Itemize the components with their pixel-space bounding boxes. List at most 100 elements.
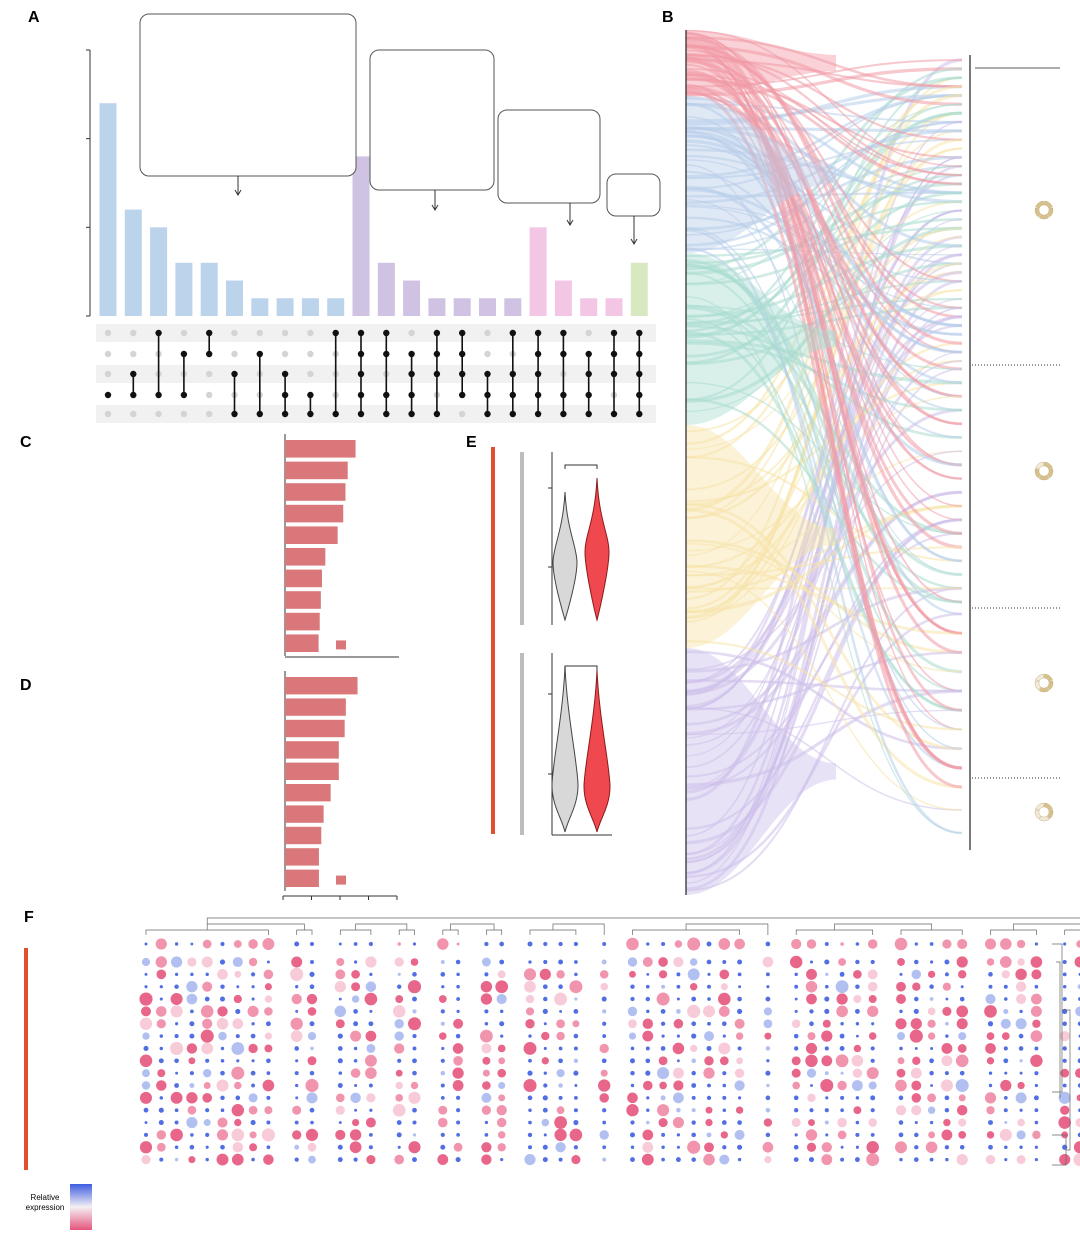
f-dot bbox=[808, 1157, 815, 1163]
f-dot bbox=[642, 1080, 653, 1091]
a-matrix-dot bbox=[130, 350, 137, 358]
f-dot bbox=[573, 1070, 579, 1076]
f-dot bbox=[233, 940, 242, 948]
f-dot bbox=[1003, 1108, 1008, 1113]
f-dot bbox=[1000, 1079, 1012, 1092]
f-dot bbox=[722, 1108, 727, 1112]
f-dot bbox=[219, 959, 226, 965]
f-dot bbox=[542, 1107, 548, 1113]
a-matrix-dot bbox=[104, 410, 112, 418]
f-dot bbox=[481, 1092, 492, 1103]
f-dot bbox=[250, 1070, 256, 1076]
f-dot bbox=[337, 1033, 343, 1039]
f-dot bbox=[1062, 972, 1067, 977]
f-dot bbox=[738, 985, 742, 989]
f-dot bbox=[310, 1046, 314, 1051]
f-dot bbox=[1000, 938, 1012, 950]
f-dot bbox=[266, 1120, 271, 1125]
f-dot bbox=[599, 1043, 609, 1054]
f-dot bbox=[266, 1058, 271, 1064]
b-overlap-icon-segment bbox=[1035, 673, 1044, 682]
f-dot bbox=[231, 1128, 245, 1142]
f-dot bbox=[558, 1095, 563, 1100]
f-dot bbox=[642, 1129, 654, 1141]
panel-a-upset bbox=[86, 13, 661, 423]
f-dot bbox=[335, 1019, 345, 1029]
f-dot bbox=[484, 941, 489, 947]
f-dot bbox=[369, 1133, 373, 1137]
f-dot bbox=[143, 1132, 149, 1137]
f-dot bbox=[235, 1034, 240, 1039]
f-dot bbox=[642, 1141, 654, 1153]
f-dot bbox=[1060, 1105, 1070, 1115]
f-dot bbox=[645, 1058, 651, 1064]
f-dot bbox=[762, 956, 774, 968]
f-dot bbox=[793, 1157, 799, 1162]
f-dot bbox=[1019, 1059, 1023, 1063]
f-dot bbox=[523, 1078, 537, 1093]
f-dot bbox=[234, 1081, 242, 1090]
f-dot bbox=[569, 1128, 583, 1142]
f-dot bbox=[806, 939, 817, 949]
f-dot bbox=[202, 981, 213, 992]
f-dendrogram-branch bbox=[486, 929, 503, 935]
f-dot bbox=[601, 996, 607, 1002]
f-dot bbox=[1034, 1158, 1038, 1162]
f-dot bbox=[602, 1157, 607, 1162]
f-dot bbox=[334, 1005, 347, 1018]
f-dot bbox=[251, 1022, 255, 1026]
e-accent-bar bbox=[491, 447, 495, 834]
f-dot bbox=[704, 1031, 714, 1042]
f-dot bbox=[369, 1108, 373, 1112]
a-matrix-dot bbox=[104, 370, 112, 378]
f-dot bbox=[737, 1096, 742, 1100]
f-dot bbox=[870, 1046, 875, 1051]
f-dot bbox=[189, 1021, 195, 1027]
f-dot bbox=[943, 1118, 951, 1127]
f-dot bbox=[765, 941, 771, 947]
f-dot bbox=[452, 1080, 464, 1091]
f-dot bbox=[1063, 942, 1067, 946]
f-dot bbox=[174, 1083, 179, 1088]
f-dot bbox=[141, 957, 151, 967]
f-dot bbox=[718, 992, 731, 1006]
f-dot bbox=[809, 1108, 814, 1113]
f-dot bbox=[437, 1154, 449, 1166]
f-dot bbox=[440, 1095, 445, 1100]
f-dot bbox=[174, 1034, 179, 1039]
b-ribbon bbox=[685, 539, 963, 654]
f-dot bbox=[481, 1043, 492, 1054]
f-dot bbox=[1001, 970, 1010, 979]
f-dot bbox=[910, 1018, 922, 1030]
f-dot bbox=[702, 1005, 716, 1018]
f-dot bbox=[676, 1059, 680, 1063]
b-ribbon bbox=[685, 102, 963, 616]
f-dot bbox=[913, 1157, 919, 1162]
a-bar bbox=[327, 298, 345, 316]
f-dot bbox=[350, 1030, 362, 1042]
f-dot bbox=[853, 995, 862, 1004]
f-dot bbox=[175, 1022, 179, 1026]
f-dot bbox=[141, 1006, 151, 1017]
f-dot bbox=[155, 956, 167, 968]
f-dot bbox=[765, 1107, 771, 1113]
f-legend-title-line2: expression bbox=[26, 1203, 65, 1212]
f-dot bbox=[307, 1007, 317, 1016]
f-dot bbox=[310, 960, 314, 964]
f-dot bbox=[825, 1096, 829, 1100]
b-ribbon bbox=[685, 272, 963, 693]
f-dot bbox=[248, 1043, 258, 1054]
f-dot bbox=[139, 1054, 153, 1068]
f-dot bbox=[840, 1157, 845, 1162]
f-dot bbox=[658, 1056, 668, 1066]
f-dot bbox=[941, 1055, 953, 1067]
f-dot bbox=[366, 1093, 376, 1103]
f-dot bbox=[220, 996, 225, 1002]
f-dot bbox=[250, 972, 256, 977]
f-dot bbox=[189, 1033, 195, 1039]
f-dot bbox=[309, 1107, 315, 1113]
f-dot bbox=[574, 1084, 578, 1087]
e-violin bbox=[584, 477, 610, 622]
f-dot bbox=[718, 1042, 731, 1055]
f-dot bbox=[627, 1092, 638, 1104]
